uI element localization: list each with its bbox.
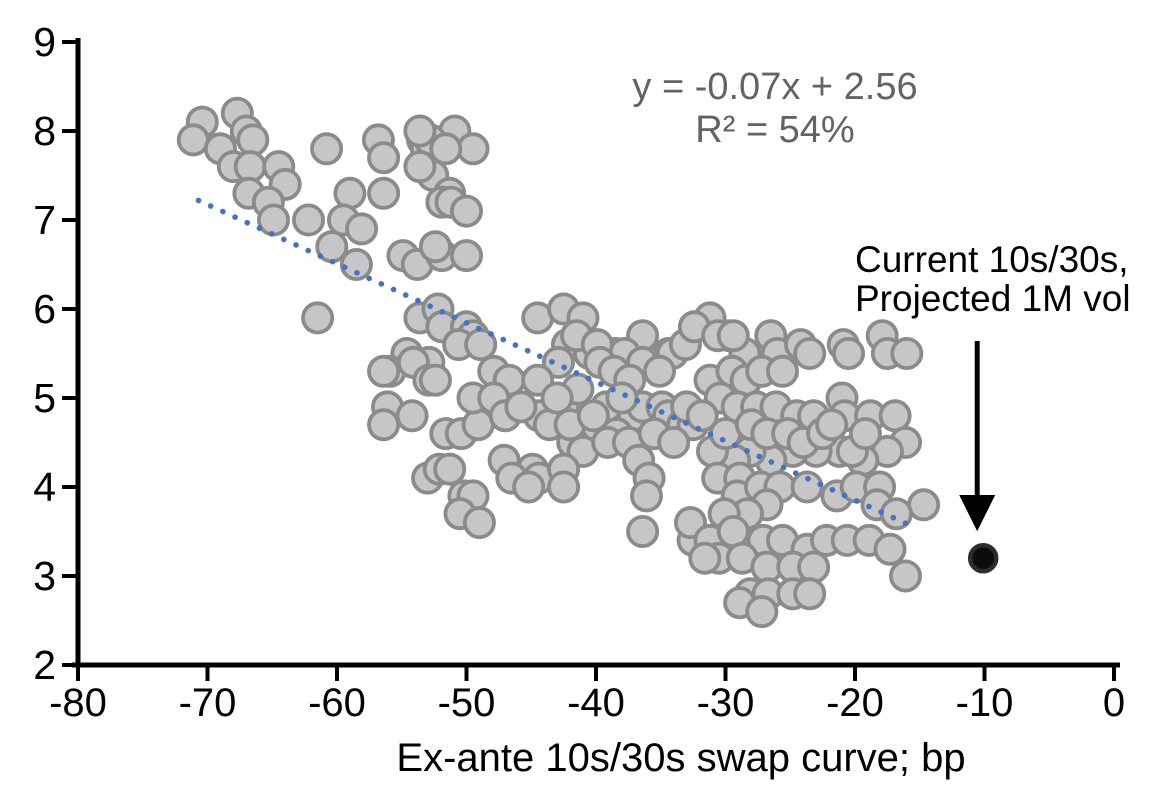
- x-tick-label: -80: [49, 681, 107, 725]
- scatter-point: [848, 417, 882, 451]
- y-tick-label: 3: [33, 553, 56, 599]
- scatter-point: [716, 319, 750, 353]
- scatter-point: [345, 212, 379, 246]
- x-tick-label: -70: [179, 681, 237, 725]
- scatter-point: [576, 399, 610, 433]
- scatter-point: [716, 515, 750, 549]
- regression-annotation: y = -0.07x + 2.56 R² = 54%: [632, 66, 917, 152]
- scatter-point: [403, 150, 437, 184]
- scatter-point: [449, 194, 483, 228]
- scatter-point: [512, 470, 546, 504]
- x-tick-label: -10: [956, 681, 1014, 725]
- y-tick-label: 4: [33, 464, 56, 510]
- regression-equation: y = -0.07x + 2.56: [632, 66, 918, 108]
- scatter-point: [429, 132, 463, 166]
- x-tick-label: -40: [567, 681, 625, 725]
- scatter-point: [256, 203, 290, 237]
- callout-arrow-head: [959, 495, 996, 532]
- y-tick-label: 5: [33, 375, 56, 421]
- y-tick-label: 7: [33, 197, 56, 243]
- scatter-point: [176, 123, 210, 157]
- scatter-point: [462, 506, 496, 540]
- scatter-point: [688, 541, 722, 575]
- scatter-point: [395, 399, 429, 433]
- scatter-point: [301, 301, 335, 335]
- scatter-point: [540, 381, 574, 415]
- scatter-point: [832, 336, 866, 370]
- scatter-point: [657, 425, 691, 459]
- scatter-point: [890, 336, 924, 370]
- scatter-point: [449, 239, 483, 273]
- y-tick-label: 9: [33, 19, 56, 65]
- scatter-point: [793, 336, 827, 370]
- scatter-point: [685, 399, 719, 433]
- r-squared-value: R² = 54%: [695, 109, 855, 151]
- scatter-point: [339, 247, 373, 281]
- callout-line-2: Projected 1M vol: [855, 278, 1131, 319]
- scatter-point: [236, 123, 270, 157]
- y-tick-label: 6: [33, 286, 56, 332]
- scatter-point: [233, 150, 267, 184]
- scatter-point: [456, 132, 490, 166]
- x-tick-label: -50: [438, 681, 496, 725]
- x-tick-label: -30: [697, 681, 755, 725]
- x-tick-label: -60: [308, 681, 366, 725]
- scatter-point: [367, 354, 401, 388]
- y-tick-label: 8: [33, 108, 56, 154]
- scatter-point: [367, 176, 401, 210]
- scatter-point: [889, 559, 923, 593]
- scatter-point: [797, 550, 831, 584]
- scatter-point: [793, 577, 827, 611]
- scatter-point: [291, 203, 325, 237]
- current-point-marker: [967, 542, 999, 574]
- scatter-point: [873, 532, 907, 566]
- scatter-point: [907, 488, 941, 522]
- scatter-point: [433, 452, 467, 486]
- scatter-point: [367, 141, 401, 175]
- callout-line-1: Current 10s/30s,: [855, 239, 1129, 280]
- scatter-point: [333, 176, 367, 210]
- x-tick-label: -20: [826, 681, 884, 725]
- scatter-point: [630, 479, 664, 513]
- x-axis-title: Ex-ante 10s/30s swap curve; bp: [396, 736, 966, 780]
- scatter-point: [547, 470, 581, 504]
- scatter-point: [461, 408, 495, 442]
- scatter-point: [766, 354, 800, 388]
- scatter-point: [418, 230, 452, 264]
- scatter-point: [367, 408, 401, 442]
- scatter-point: [418, 363, 452, 397]
- scatter-point: [626, 515, 660, 549]
- scatter-point: [790, 470, 824, 504]
- x-tick-label: 0: [1103, 681, 1125, 725]
- scatter-point: [310, 132, 344, 166]
- current-point-callout: Current 10s/30s, Projected 1M vol: [855, 240, 1131, 318]
- scatter-point: [643, 354, 677, 388]
- scatter-point: [403, 114, 437, 148]
- y-tick-label: 2: [33, 642, 56, 688]
- scatter-point: [745, 595, 779, 629]
- scatter-point: [504, 390, 538, 424]
- scatter-point: [815, 408, 849, 442]
